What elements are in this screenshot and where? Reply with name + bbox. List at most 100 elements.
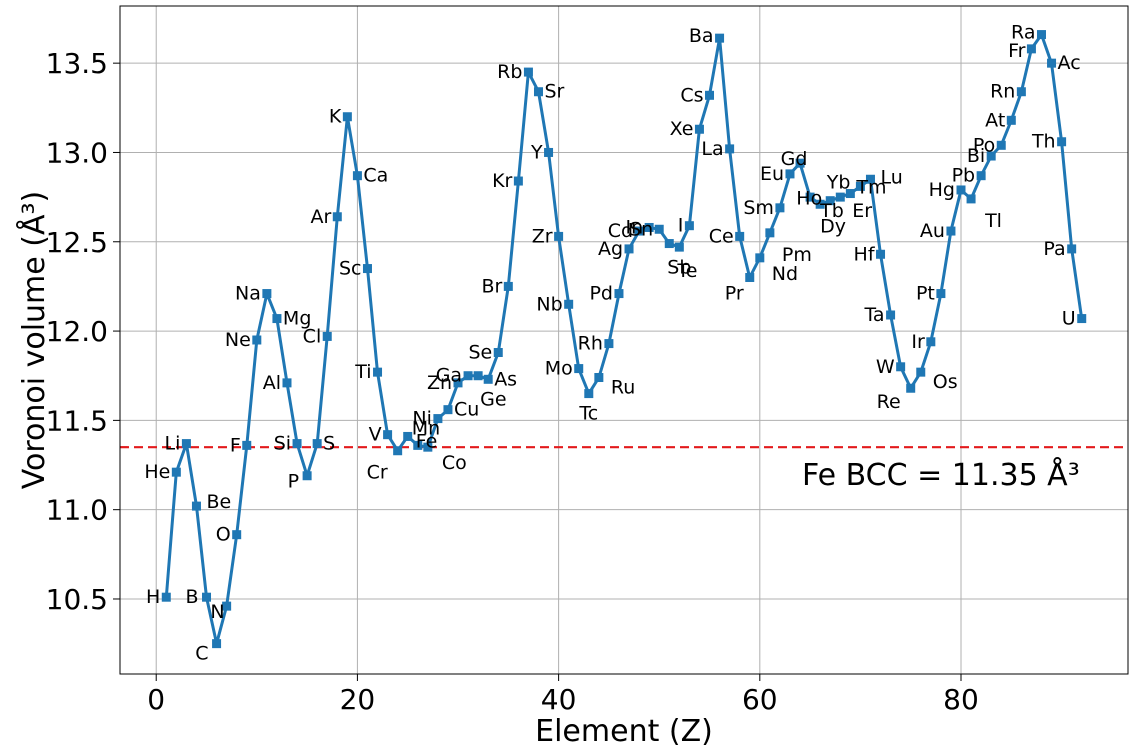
point-label-at: At — [985, 109, 1005, 131]
point-label-hg: Hg — [929, 179, 955, 201]
point-label-ar: Ar — [310, 206, 331, 228]
point-label-i: I — [678, 215, 684, 237]
data-point-marker — [202, 592, 212, 602]
data-point-marker — [383, 430, 393, 440]
point-label-c: C — [195, 643, 208, 665]
point-label-p: P — [288, 471, 299, 493]
point-label-ag: Ag — [598, 238, 623, 260]
point-label-tb: Tb — [819, 200, 844, 222]
point-label-nd: Nd — [772, 263, 798, 285]
data-point-marker — [624, 244, 634, 254]
data-point-marker — [966, 194, 976, 204]
data-point-marker — [956, 185, 966, 195]
grid-layer — [120, 6, 1128, 674]
point-label-os: Os — [933, 371, 958, 393]
data-point-marker — [1026, 44, 1036, 54]
data-point-marker — [795, 158, 805, 168]
data-point-marker — [433, 414, 443, 424]
data-point-marker — [373, 367, 383, 377]
data-point-marker — [876, 249, 886, 259]
data-point-marker — [413, 440, 423, 450]
point-label-kr: Kr — [492, 170, 512, 192]
data-point-marker — [262, 289, 272, 299]
data-point-marker — [232, 530, 242, 540]
y-tick-label: 11.0 — [46, 494, 108, 527]
data-point-marker — [352, 171, 362, 181]
data-point-marker — [191, 501, 201, 511]
data-point-marker — [1006, 115, 1016, 125]
data-point-marker — [533, 87, 543, 97]
point-label-si: Si — [274, 433, 291, 455]
point-label-u: U — [1062, 308, 1076, 330]
point-label-au: Au — [920, 220, 945, 242]
data-point-marker — [161, 592, 171, 602]
point-label-w: W — [876, 356, 895, 378]
data-point-marker — [785, 169, 795, 179]
data-point-marker — [1016, 87, 1026, 97]
point-label-po: Po — [973, 134, 995, 156]
point-label-ce: Ce — [709, 225, 734, 247]
data-point-marker — [634, 226, 644, 236]
data-point-marker — [1077, 314, 1087, 324]
point-label-tc: Tc — [578, 403, 598, 425]
data-point-marker — [825, 196, 835, 206]
data-point-marker — [342, 112, 352, 122]
data-point-marker — [865, 174, 875, 184]
data-point-marker — [654, 224, 664, 234]
x-tick-label: 80 — [943, 683, 979, 716]
data-point-marker — [292, 439, 302, 449]
point-label-pm: Pm — [782, 244, 812, 266]
point-label-co: Co — [442, 452, 467, 474]
point-label-as: As — [494, 368, 517, 390]
point-label-br: Br — [481, 275, 502, 297]
data-point-marker — [503, 281, 513, 291]
data-point-marker — [544, 147, 554, 157]
point-label-pd: Pd — [589, 283, 613, 305]
point-label-er: Er — [852, 200, 872, 222]
data-point-marker — [171, 467, 181, 477]
point-label-ba: Ba — [689, 25, 714, 47]
data-point-marker — [483, 374, 493, 384]
point-label-ni: Ni — [412, 408, 432, 430]
point-label-n: N — [210, 601, 224, 623]
data-point-marker — [664, 239, 674, 249]
point-label-h: H — [146, 586, 160, 608]
data-point-marker — [986, 151, 996, 161]
data-point-marker — [996, 140, 1006, 150]
data-point-marker — [916, 367, 926, 377]
data-point-marker — [453, 378, 463, 388]
point-label-tl: Tl — [984, 210, 1002, 232]
data-point-marker — [222, 601, 232, 611]
point-label-ga: Ga — [436, 365, 462, 387]
point-label-mg: Mg — [283, 308, 311, 330]
data-point-marker — [312, 439, 322, 449]
point-label-dy: Dy — [820, 215, 846, 237]
x-axis-label: Element (Z) — [535, 714, 713, 747]
data-point-marker — [362, 264, 372, 274]
data-point-marker — [322, 331, 332, 341]
data-point-marker — [272, 314, 282, 324]
data-point-marker — [1067, 244, 1077, 254]
data-point-marker — [805, 192, 815, 202]
point-label-sm: Sm — [743, 197, 774, 219]
data-point-marker — [393, 446, 403, 456]
data-point-marker — [674, 242, 684, 252]
point-label-be: Be — [206, 491, 231, 513]
point-label-sr: Sr — [544, 81, 564, 103]
point-label-li: Li — [165, 433, 181, 455]
point-label-v: V — [369, 424, 382, 446]
data-point-marker — [181, 439, 191, 449]
y-axis-label: Voronoi volume (Å³) — [16, 191, 52, 489]
point-label-ra: Ra — [1011, 22, 1035, 44]
data-point-marker — [936, 289, 946, 299]
series-line — [164, 33, 1084, 646]
point-label-rn: Rn — [990, 81, 1015, 103]
point-label-mo: Mo — [545, 358, 573, 380]
x-tick-label: 20 — [340, 683, 376, 716]
point-label-pt: Pt — [916, 283, 935, 305]
point-label-re: Re — [877, 391, 901, 413]
data-point-marker — [976, 171, 986, 181]
point-label-b: B — [185, 586, 198, 608]
y-tick-label: 10.5 — [46, 583, 108, 616]
x-tick-label: 0 — [147, 683, 165, 716]
